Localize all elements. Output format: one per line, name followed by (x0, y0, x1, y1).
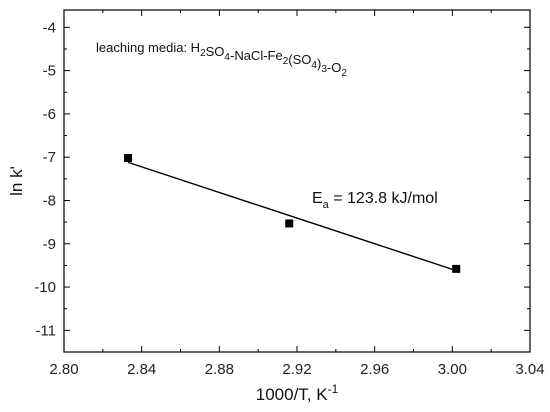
x-tick-label: 2.92 (282, 361, 311, 378)
data-markers (124, 154, 461, 273)
x-axis-title: 1000/T, K-1 (256, 382, 339, 404)
data-point (452, 264, 461, 273)
y-tick-label: -4 (43, 19, 56, 36)
x-tick-label: 2.96 (360, 361, 389, 378)
y-tick-label: -10 (34, 279, 56, 296)
x-tick-label: 2.84 (127, 361, 156, 378)
y-tick-label: -11 (35, 322, 56, 339)
y-tick-label: -6 (43, 106, 56, 123)
y-tick-label: -7 (43, 149, 56, 166)
x-tick-label: 3.00 (438, 361, 467, 378)
x-axis-ticks: 2.80 2.84 2.88 2.92 2.96 3.00 3.04 (49, 10, 545, 378)
activation-energy-annotation: Ea = 123.8 kJ/mol (312, 190, 438, 211)
y-tick-label: -8 (43, 192, 56, 209)
data-point (285, 219, 294, 228)
leaching-media-annotation: leaching media: H2SO4-NaCl-Fe2(SO4)3-O2 (96, 40, 347, 79)
y-tick-label: -9 (43, 236, 56, 253)
y-axis-title: ln k' (7, 166, 26, 196)
fit-line (127, 161, 457, 272)
x-tick-label: 2.88 (205, 361, 234, 378)
x-tick-label: 2.80 (49, 361, 78, 378)
y-axis-ticks: -4 -5 -6 -7 -8 -9 -10 -11 (34, 19, 530, 339)
data-point (124, 154, 133, 163)
x-tick-label: 3.04 (515, 361, 544, 378)
y-tick-label: -5 (43, 63, 56, 80)
